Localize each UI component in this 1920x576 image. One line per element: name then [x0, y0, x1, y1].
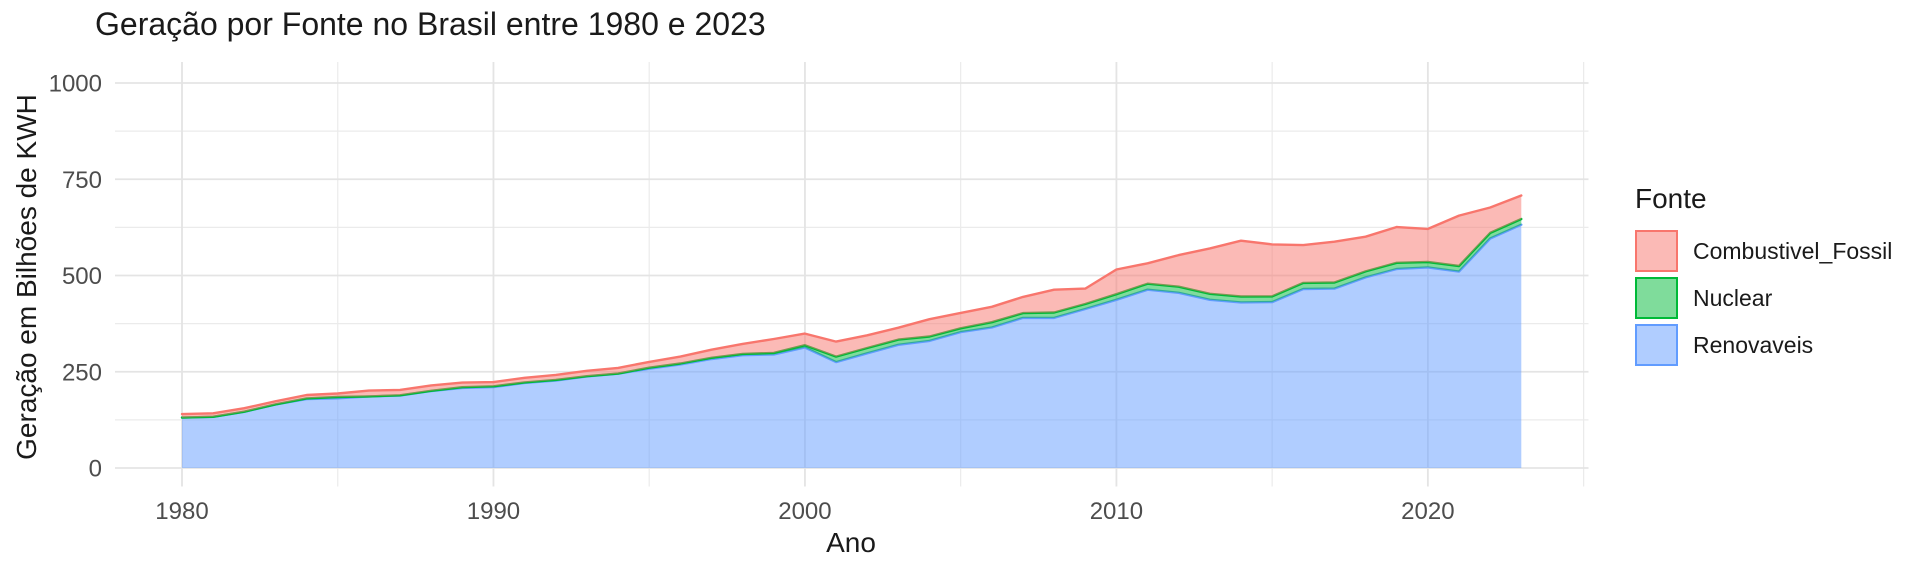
area-series	[180, 194, 1523, 468]
y-tick-label: 750	[62, 167, 102, 194]
legend-key-swatch	[1635, 324, 1678, 366]
y-tick-label: 1000	[49, 71, 102, 98]
x-tick-label: 2020	[1401, 498, 1454, 525]
x-tick-label: 2010	[1090, 498, 1143, 525]
x-axis-title: Ano	[826, 527, 876, 558]
x-tick-label: 2000	[778, 498, 831, 525]
legend-items: Combustivel_Fossil Nuclear Renovaveis	[1635, 230, 1892, 366]
y-axis-title: Geração em Bilhões de KWH	[11, 94, 42, 460]
axis-tick-labels: 0 250 500 750 1000 1980 1990 2000 2010 2020	[49, 71, 1455, 526]
legend: Fonte Combustivel_Fossil Nuclear Renovavei…	[1635, 183, 1892, 371]
x-tick-label: 1990	[467, 498, 520, 525]
legend-title: Fonte	[1635, 183, 1707, 214]
legend-key-swatch	[1635, 277, 1678, 319]
area-renovaveis	[182, 224, 1522, 468]
legend-item-nuclear: Nuclear	[1635, 277, 1892, 319]
y-tick-label: 500	[62, 263, 102, 290]
legend-label: Combustivel_Fossil	[1693, 237, 1893, 264]
x-tick-label: 1980	[155, 498, 208, 525]
legend-label: Renovaveis	[1693, 331, 1814, 358]
y-tick-label: 250	[62, 359, 102, 386]
chart-title: Geração por Fonte no Brasil entre 1980 e…	[95, 6, 766, 42]
legend-label: Nuclear	[1693, 284, 1773, 311]
legend-item-renovaveis: Renovaveis	[1635, 324, 1892, 366]
y-tick-label: 0	[89, 456, 102, 483]
outline-combustivel_fossil	[180, 194, 1523, 416]
legend-key-swatch	[1635, 230, 1678, 272]
legend-item-combustivel_fossil: Combustivel_Fossil	[1635, 230, 1892, 272]
